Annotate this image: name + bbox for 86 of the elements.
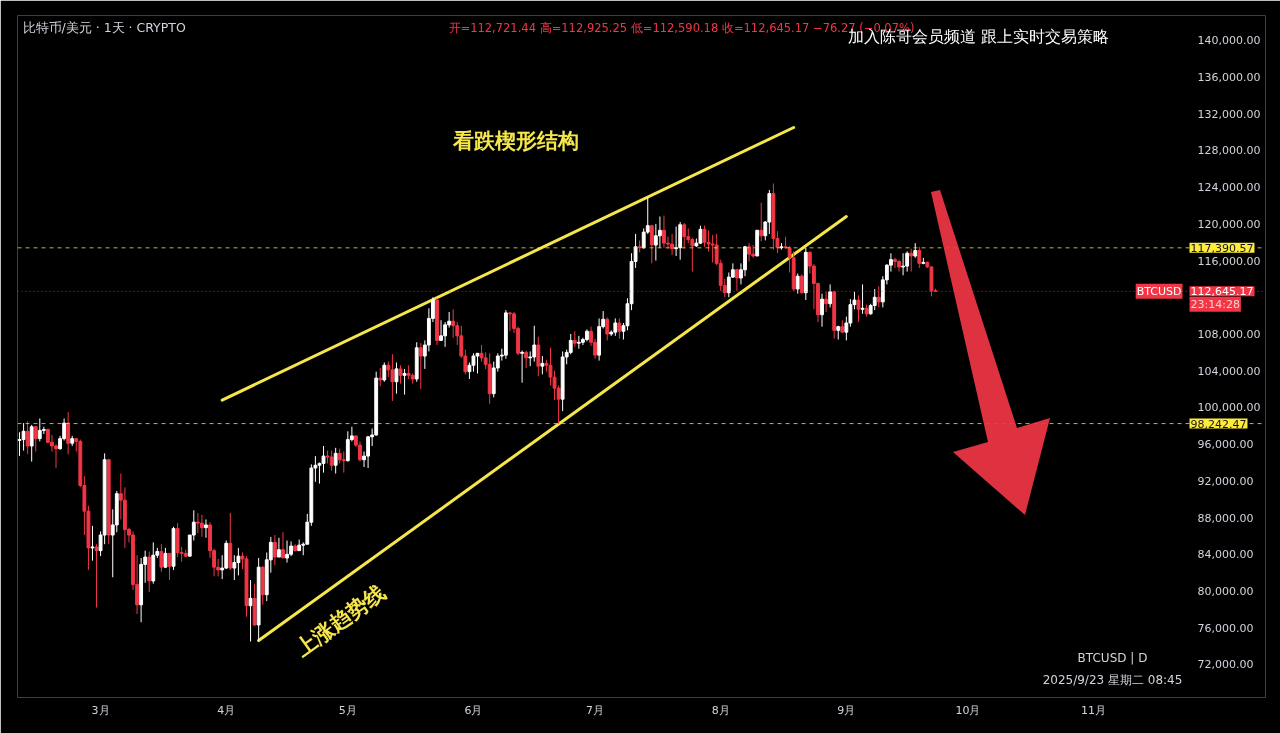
y-tick-label: 92,000.00 (1197, 474, 1254, 488)
x-tick-label: 5月 (338, 703, 357, 717)
annotation: 2025/9/23 星期二 08:45 (1042, 672, 1183, 687)
candlestick (204, 518, 208, 539)
candlestick (909, 248, 914, 273)
y-tick-label: 124,000.00 (1197, 181, 1261, 195)
y-tick-label: 120,000.00 (1197, 217, 1261, 231)
y-tick-label: 88,000.00 (1197, 511, 1254, 525)
y-tick-label: 80,000.00 (1197, 585, 1254, 599)
y-tick-label: 136,000.00 (1197, 71, 1261, 84)
candlestick (341, 451, 346, 474)
x-tick-label: 10月 (955, 703, 981, 717)
candlestick (795, 272, 800, 295)
x-tick-label: 4月 (217, 703, 236, 717)
chart-title: 比特币/美元 · 1天 · CRYPTO (22, 20, 186, 35)
candlestick (872, 288, 877, 311)
y-tick-label: 72,000.00 (1197, 658, 1254, 672)
x-tick-label: 6月 (464, 703, 483, 717)
y-tick-label: 96,000.00 (1197, 438, 1254, 452)
y-tick-label: 116,000.00 (1197, 254, 1261, 268)
annotation: 上涨趋势线 (290, 580, 391, 662)
candlestick (856, 294, 861, 323)
x-tick-label: 7月 (586, 703, 605, 717)
candlestick (398, 364, 403, 385)
candlestick (751, 244, 756, 259)
candlestick (390, 353, 395, 402)
candlestick (167, 552, 172, 581)
candlestick (394, 361, 399, 395)
candlestick (333, 447, 338, 475)
x-tick-label: 8月 (711, 703, 730, 717)
candlestick (451, 308, 456, 339)
ref-line-label: 98,242.47 (1190, 417, 1247, 431)
y-tick-label: 108,000.00 (1197, 328, 1261, 342)
candlestick (147, 551, 152, 593)
candlestick (345, 430, 350, 463)
candlestick (33, 426, 38, 452)
candlestick (272, 534, 277, 566)
candlestick (199, 514, 204, 538)
y-tick-label: 132,000.00 (1197, 107, 1261, 121)
candlestick (321, 445, 326, 474)
candlestick (568, 333, 573, 355)
ref-line-label: 112,645.17 (1190, 285, 1254, 299)
x-tick-label: 3月 (91, 703, 110, 717)
candlestick (860, 283, 865, 315)
candlestick (402, 368, 407, 396)
candlestick (820, 293, 824, 328)
candlestick (37, 417, 42, 442)
candlestick (21, 422, 26, 452)
annotation: 看跌楔形结构 (451, 128, 579, 153)
candlestick (29, 424, 34, 463)
x-tick-label: 11月 (1081, 703, 1107, 717)
candlestick (901, 252, 906, 276)
candlestick (893, 257, 897, 269)
x-tick-label: 9月 (837, 703, 856, 717)
candlestick (195, 512, 200, 534)
candlestick (662, 215, 666, 249)
y-tick-label: 100,000.00 (1197, 401, 1261, 415)
candlestick (905, 250, 910, 273)
candlestick (475, 352, 480, 374)
candlestick (248, 579, 253, 643)
annotation: BTCUSD | D (1077, 650, 1148, 665)
y-tick-label: 140,000.00 (1197, 34, 1261, 48)
candlestick (94, 543, 99, 609)
candlestick (532, 325, 537, 363)
candlestick (678, 221, 683, 261)
candlestick (828, 283, 833, 308)
y-tick-label: 84,000.00 (1197, 548, 1254, 562)
candlestick (747, 242, 751, 262)
y-tick-label: 128,000.00 (1197, 144, 1261, 158)
candlestick (25, 420, 30, 455)
y-tick-label: 76,000.00 (1197, 621, 1254, 635)
candlestick (232, 554, 237, 581)
candlestick (277, 537, 281, 558)
candlestick (281, 531, 285, 559)
candlestick (649, 224, 654, 264)
candlestick (285, 540, 289, 564)
candlestick (378, 367, 383, 387)
candlestick (90, 525, 95, 562)
candlestick (702, 225, 707, 248)
annotation: 23:14:28 (1190, 297, 1240, 311)
annotation: BTCUSD (1136, 284, 1182, 298)
ref-line-label: 117,390.57 (1190, 241, 1254, 255)
candlestick (175, 522, 180, 558)
y-tick-label: 104,000.00 (1197, 364, 1261, 378)
candlestick (670, 233, 674, 256)
candlestick (710, 234, 715, 263)
